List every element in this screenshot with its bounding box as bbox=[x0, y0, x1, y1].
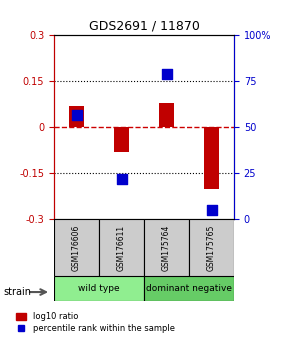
Bar bbox=[69, 106, 84, 127]
Text: GSM176611: GSM176611 bbox=[117, 225, 126, 271]
FancyBboxPatch shape bbox=[144, 276, 234, 301]
FancyBboxPatch shape bbox=[144, 219, 189, 276]
Point bbox=[74, 112, 79, 118]
Legend: log10 ratio, percentile rank within the sample: log10 ratio, percentile rank within the … bbox=[16, 312, 175, 333]
FancyBboxPatch shape bbox=[54, 276, 144, 301]
Text: GSM176606: GSM176606 bbox=[72, 224, 81, 271]
Bar bbox=[114, 127, 129, 152]
Bar bbox=[204, 127, 219, 189]
Point bbox=[164, 71, 169, 77]
FancyBboxPatch shape bbox=[54, 219, 99, 276]
FancyBboxPatch shape bbox=[99, 219, 144, 276]
Title: GDS2691 / 11870: GDS2691 / 11870 bbox=[88, 20, 200, 33]
Text: strain: strain bbox=[3, 287, 31, 297]
Text: dominant negative: dominant negative bbox=[146, 284, 232, 293]
Bar bbox=[159, 103, 174, 127]
Point bbox=[209, 207, 214, 213]
Text: GSM175765: GSM175765 bbox=[207, 224, 216, 271]
Text: GSM175764: GSM175764 bbox=[162, 224, 171, 271]
Point bbox=[119, 176, 124, 182]
Text: wild type: wild type bbox=[78, 284, 120, 293]
FancyBboxPatch shape bbox=[189, 219, 234, 276]
